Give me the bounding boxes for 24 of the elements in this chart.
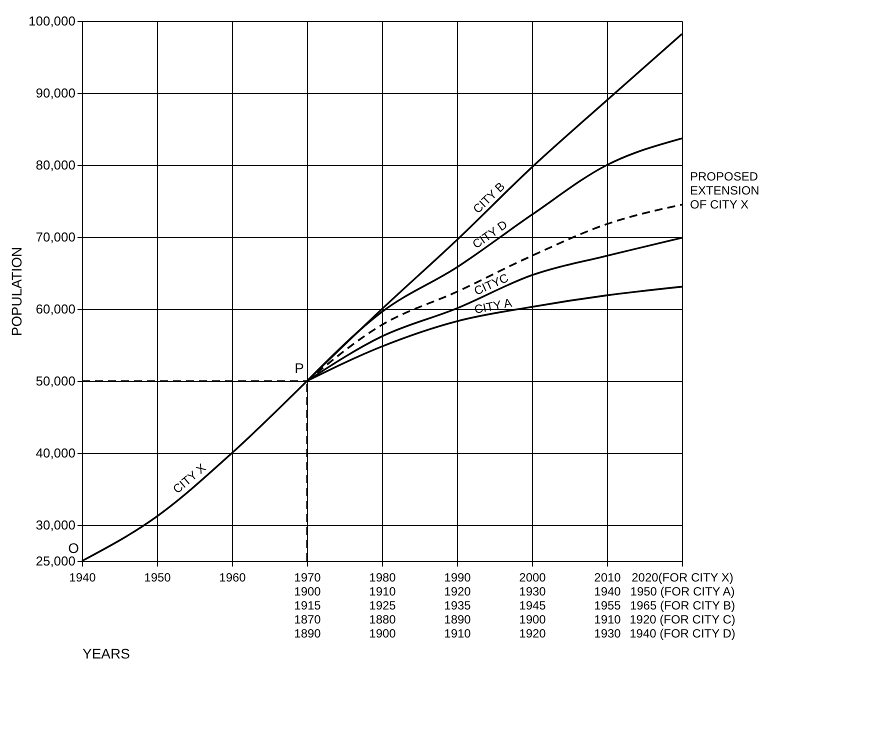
x-tick-label: 1980 1910 1925 1880 1900	[369, 570, 396, 640]
text: CITYC	[472, 270, 511, 298]
x-tick-label: 1950	[144, 570, 172, 584]
y-tick-label: 90,000	[36, 86, 76, 100]
y-tick-label: 40,000	[36, 446, 76, 460]
annotation: O	[68, 540, 80, 556]
y-tick-label: 60,000	[36, 302, 76, 316]
y-tick-label: 25,000	[36, 554, 76, 568]
y-tick-label: 100,000	[28, 14, 76, 28]
x-tick-label: 1990 1920 1935 1890 1910	[444, 570, 472, 640]
y-tick-label: 30,000	[36, 518, 76, 532]
x-tick-label: 2010 1940 1955 1910 1930	[594, 570, 622, 640]
x-tick-label: 2020(FOR CITY X) 1950 (FOR CITY A) 1965 (FOR CITY B) 1920 (FOR CITY C) 1940 (FOR CITY D)	[630, 570, 736, 640]
annotation: P	[294, 360, 304, 376]
x-tick-label: 1940	[69, 570, 96, 584]
y-tick-label: 70,000	[36, 230, 76, 244]
series-label: PROPOSED EXTENSION OF CITY X	[690, 170, 760, 212]
x-axis-title: YEARS	[82, 646, 130, 662]
y-tick-label: 50,000	[36, 374, 76, 388]
x-tick-label: 2000 1930 1945 1900 1920	[519, 570, 546, 640]
x-tick-label: 1970 1900 1915 1870 1890	[294, 570, 322, 640]
x-tick-label: 1960	[219, 570, 246, 584]
y-tick-label: 80,000	[36, 158, 76, 172]
y-axis-title: POPULATION	[8, 246, 25, 336]
